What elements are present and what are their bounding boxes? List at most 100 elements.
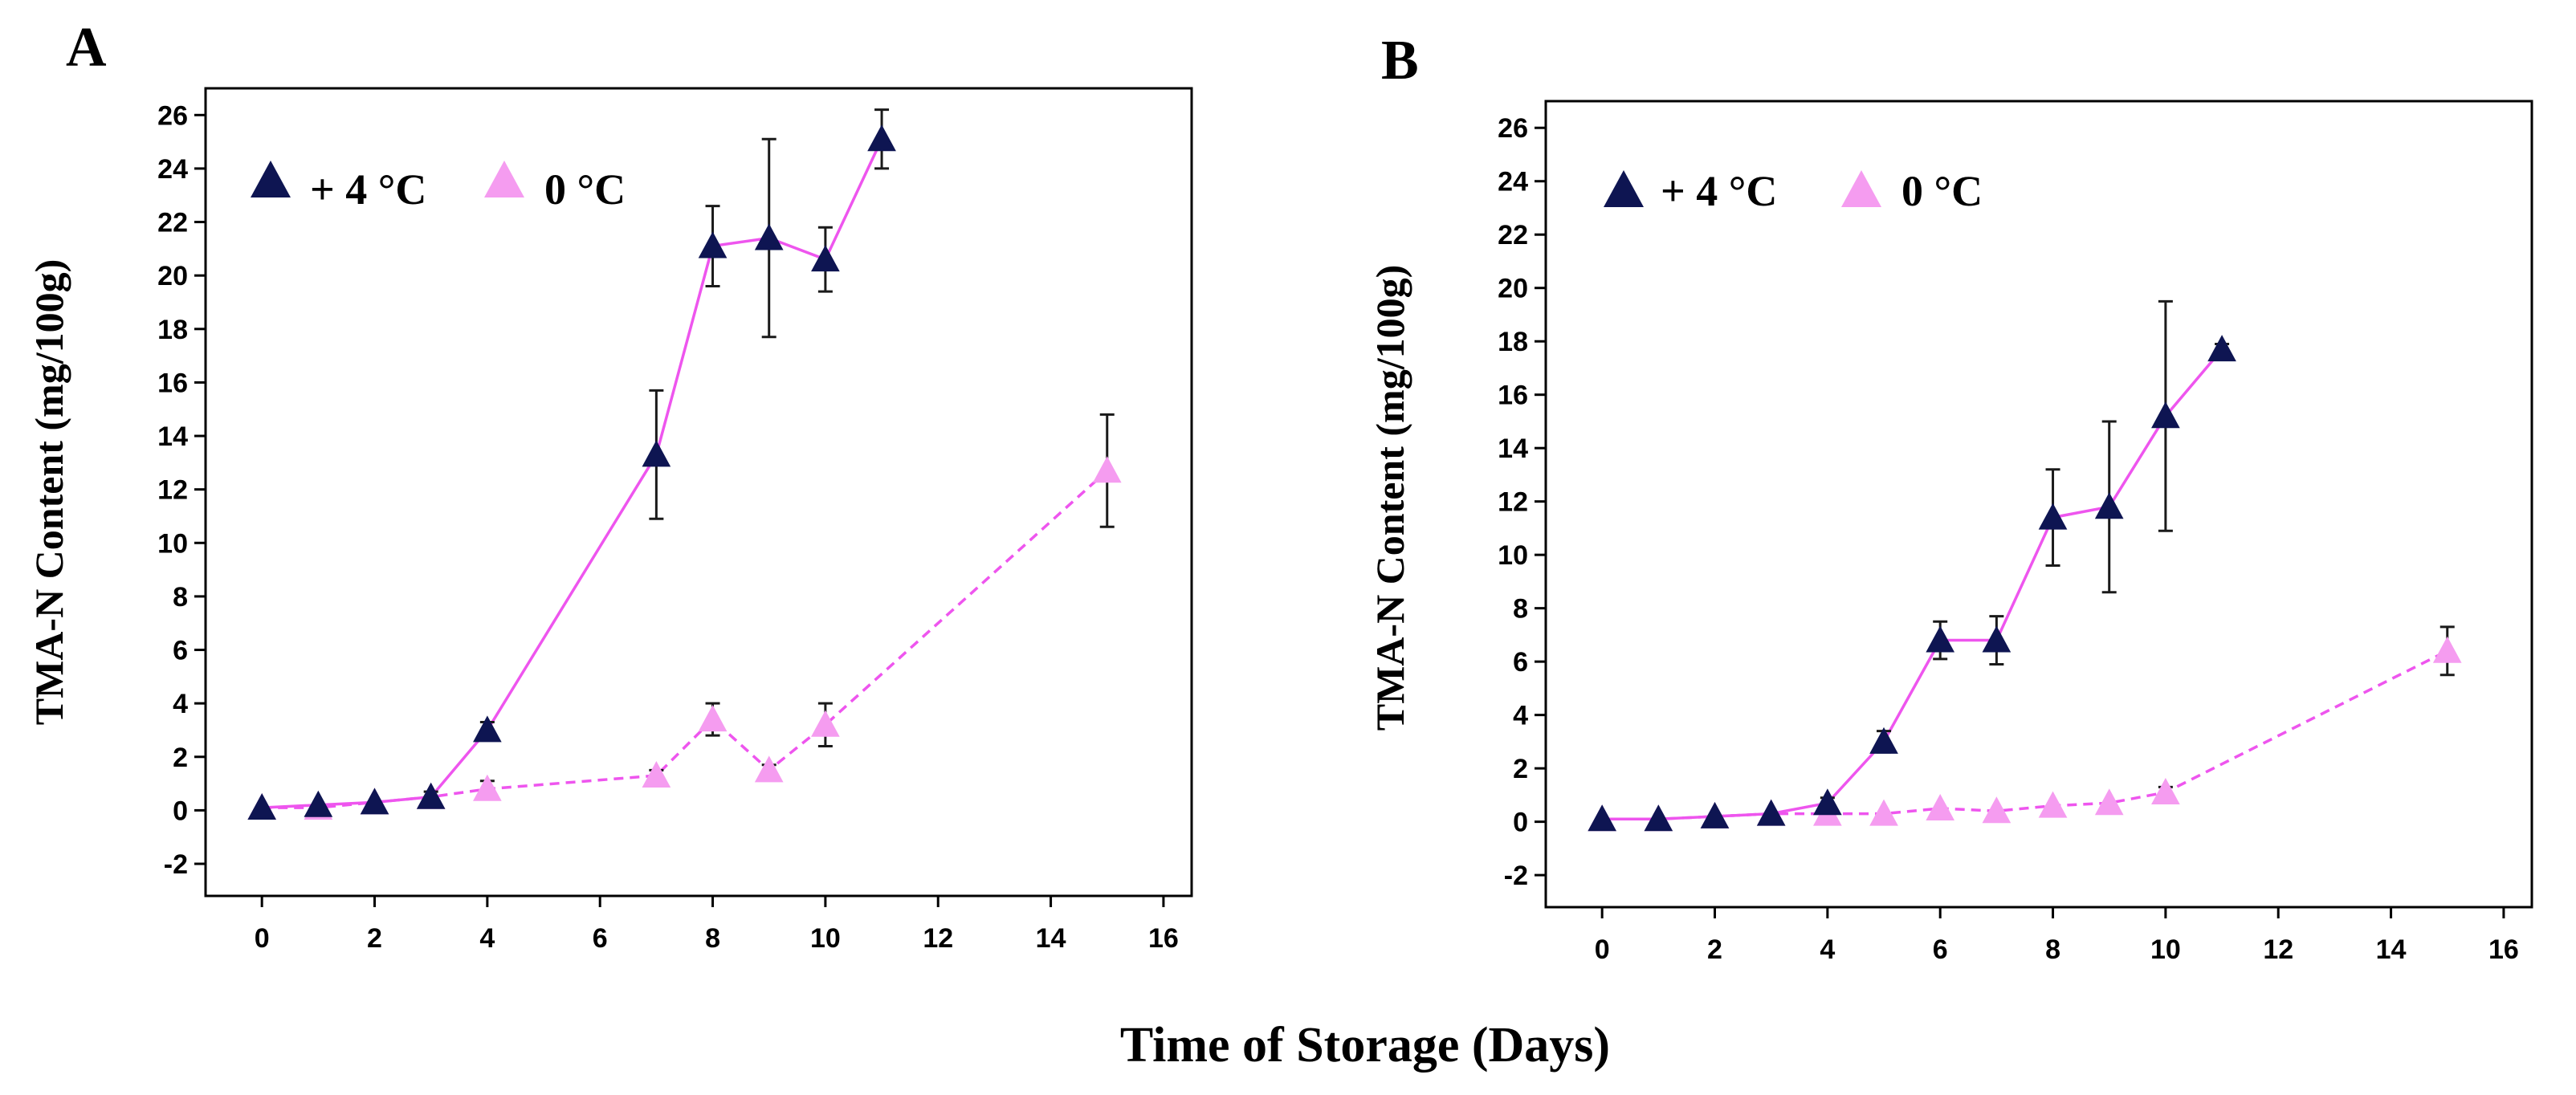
y-tick-label: 12 [157, 475, 188, 506]
y-tick-label: -2 [164, 849, 188, 880]
y-tick-label: 0 [1513, 808, 1528, 838]
y-tick-label: 6 [173, 636, 188, 666]
legend-zero-marker [484, 161, 524, 197]
data-point-zero [811, 710, 840, 737]
y-tick-label: 10 [1498, 540, 1528, 571]
x-tick-label: 12 [2263, 934, 2293, 965]
data-point-plus4 [1756, 799, 1786, 826]
panel-a-plot-frame [204, 87, 1193, 898]
legend-zero-label: 0 °C [1901, 167, 1983, 215]
series-line-zero [1602, 649, 2448, 821]
data-point-plus4 [1926, 625, 1955, 653]
y-tick-label: 0 [173, 796, 188, 826]
y-tick-label: 6 [1513, 647, 1528, 678]
panel-a-legend: + 4 °C 0 °C [251, 161, 626, 214]
legend-plus4-marker [1604, 170, 1644, 207]
x-tick-label: 16 [2488, 934, 2519, 965]
legend-plus4-label: + 4 °C [310, 165, 426, 214]
x-tick-label: 8 [2045, 934, 2060, 965]
data-point-plus4 [754, 223, 784, 250]
x-axis-label: Time of Storage (Days) [1120, 1018, 1610, 1073]
data-point-plus4 [304, 790, 333, 817]
x-tick-label: 4 [479, 923, 495, 954]
panel-b-y-axis-label: TMA-N Content (mg/100g) [1367, 265, 1412, 731]
y-tick-label: 14 [1498, 434, 1528, 464]
data-point-plus4 [1644, 804, 1673, 832]
y-tick-label: 2 [173, 743, 188, 773]
data-point-plus4 [2094, 492, 2124, 519]
y-tick-label: 24 [157, 154, 188, 185]
data-point-plus4 [2038, 503, 2068, 530]
panel-b: B TMA-N Content (mg/100g) -2 0 2 4 6 8 10 12 14 1… [1367, 30, 2533, 965]
data-point-zero [642, 761, 671, 788]
y-tick-label: 16 [157, 368, 188, 398]
data-point-zero [1092, 456, 1122, 483]
data-point-zero [1869, 799, 1898, 826]
data-point-plus4 [811, 245, 840, 272]
legend-plus4-label: + 4 °C [1661, 167, 1777, 215]
data-point-zero [1926, 793, 1955, 820]
data-point-plus4 [2207, 335, 2236, 362]
y-tick-label: 18 [157, 315, 188, 345]
y-tick-label: 12 [1498, 487, 1528, 518]
data-point-plus4 [867, 124, 896, 152]
x-tick-label: 8 [705, 923, 720, 954]
data-point-zero [1982, 796, 2011, 824]
y-tick-label: 4 [1513, 701, 1528, 731]
y-tick-label: 10 [157, 528, 188, 559]
data-point-plus4 [360, 788, 389, 815]
x-tick-label: 6 [593, 923, 608, 954]
x-tick-label: 14 [2376, 934, 2407, 965]
panel-a-letter: A [66, 17, 107, 79]
x-tick-label: 0 [255, 923, 270, 954]
data-point-zero [473, 774, 502, 801]
data-point-plus4 [2151, 401, 2180, 429]
x-tick-label: 0 [1595, 934, 1610, 965]
data-point-plus4 [1588, 804, 1617, 832]
x-tick-label: 4 [1820, 934, 1835, 965]
data-point-plus4 [416, 782, 446, 809]
y-tick-label: 20 [1498, 274, 1528, 304]
data-point-plus4 [247, 793, 277, 820]
x-tick-label: 2 [367, 923, 382, 954]
data-point-plus4 [642, 440, 671, 467]
y-tick-label: 14 [157, 421, 188, 452]
data-point-plus4 [698, 231, 728, 258]
x-tick-label: 14 [1036, 923, 1066, 954]
data-point-zero [698, 705, 728, 732]
x-tick-label: 10 [810, 923, 841, 954]
legend-plus4-marker [251, 161, 291, 197]
y-tick-label: 22 [157, 208, 188, 238]
y-tick-label: 8 [1513, 594, 1528, 625]
data-point-zero [2432, 636, 2462, 663]
y-tick-label: 22 [1498, 220, 1528, 250]
panel-b-letter: B [1381, 30, 1419, 92]
series-line-zero [262, 470, 1108, 809]
y-tick-label: 26 [157, 100, 188, 131]
y-tick-label: -2 [1504, 861, 1528, 891]
y-tick-label: 18 [1498, 327, 1528, 357]
data-point-plus4 [1982, 625, 2011, 653]
y-tick-label: 8 [173, 582, 188, 613]
legend-zero-marker [1841, 170, 1881, 207]
y-tick-label: 20 [157, 261, 188, 291]
data-point-zero [2038, 791, 2068, 818]
panel-a-y-axis-label: TMA-N Content (mg/100g) [26, 259, 71, 725]
panel-b-legend: + 4 °C 0 °C [1604, 167, 1983, 215]
panel-a: A TMA-N Content (mg/100g) -2024681012141… [26, 17, 1193, 954]
data-point-zero [2094, 788, 2124, 816]
x-tick-label: 6 [1933, 934, 1948, 965]
data-point-zero [754, 755, 784, 783]
series-line-plus4 [262, 138, 883, 809]
y-tick-label: 16 [1498, 381, 1528, 411]
legend-zero-label: 0 °C [544, 165, 626, 214]
y-tick-label: 4 [173, 689, 188, 719]
x-tick-label: 2 [1707, 934, 1722, 965]
x-tick-label: 12 [923, 923, 953, 954]
x-tick-label: 10 [2150, 934, 2181, 965]
panel-b-plot-frame [1544, 100, 2533, 909]
y-tick-label: 2 [1513, 754, 1528, 784]
